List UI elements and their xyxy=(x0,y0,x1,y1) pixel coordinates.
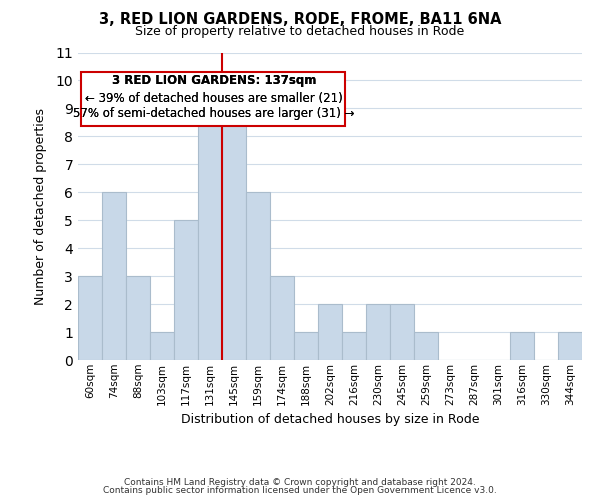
FancyBboxPatch shape xyxy=(80,72,345,126)
Bar xyxy=(510,332,534,360)
Bar xyxy=(294,332,318,360)
Y-axis label: Number of detached properties: Number of detached properties xyxy=(34,108,47,304)
Bar xyxy=(342,332,366,360)
Bar xyxy=(174,220,198,360)
Bar xyxy=(198,108,222,360)
Bar xyxy=(366,304,390,360)
Bar xyxy=(270,276,294,360)
Bar xyxy=(150,332,174,360)
X-axis label: Distribution of detached houses by size in Rode: Distribution of detached houses by size … xyxy=(181,413,479,426)
Text: ← 39% of detached houses are smaller (21)
57% of semi-detached houses are larger: ← 39% of detached houses are smaller (21… xyxy=(73,92,355,120)
Bar xyxy=(102,192,126,360)
Bar xyxy=(558,332,582,360)
Text: ← 39% of detached houses are smaller (21)
57% of semi-detached houses are larger: ← 39% of detached houses are smaller (21… xyxy=(73,92,355,120)
Bar xyxy=(414,332,438,360)
Text: Contains public sector information licensed under the Open Government Licence v3: Contains public sector information licen… xyxy=(103,486,497,495)
Text: Size of property relative to detached houses in Rode: Size of property relative to detached ho… xyxy=(136,25,464,38)
Bar xyxy=(318,304,342,360)
Bar xyxy=(78,276,102,360)
Text: Contains HM Land Registry data © Crown copyright and database right 2024.: Contains HM Land Registry data © Crown c… xyxy=(124,478,476,487)
Text: 3 RED LION GARDENS: 137sqm: 3 RED LION GARDENS: 137sqm xyxy=(112,74,316,86)
Bar xyxy=(246,192,270,360)
Bar xyxy=(126,276,150,360)
Bar xyxy=(390,304,414,360)
Bar xyxy=(222,108,246,360)
Text: 3, RED LION GARDENS, RODE, FROME, BA11 6NA: 3, RED LION GARDENS, RODE, FROME, BA11 6… xyxy=(99,12,501,28)
Text: 3 RED LION GARDENS: 137sqm: 3 RED LION GARDENS: 137sqm xyxy=(112,74,316,86)
